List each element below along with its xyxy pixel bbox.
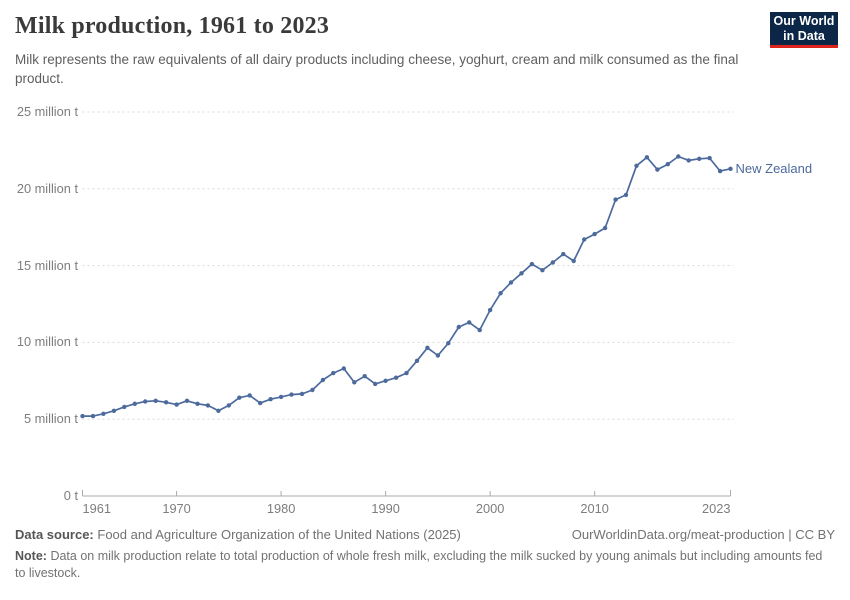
data-point-1999[interactable] — [477, 327, 482, 333]
data-point-2003[interactable] — [519, 271, 524, 276]
owid-logo-line2: in Data — [783, 29, 825, 43]
data-point-2007[interactable] — [561, 251, 566, 257]
data-point-2014[interactable] — [634, 163, 639, 168]
footnote: Note: Data on milk production relate to … — [15, 548, 835, 582]
x-axis — [82, 490, 732, 497]
data-point-2012[interactable] — [613, 197, 618, 202]
data-point-2016[interactable] — [655, 167, 660, 172]
x-axis-label-1990: 1990 — [371, 501, 400, 516]
data-point-1966[interactable] — [132, 401, 137, 406]
data-point-2000[interactable] — [487, 307, 493, 313]
data-point-2015[interactable] — [644, 155, 650, 160]
data-source-line: Data source: Food and Agriculture Organi… — [15, 527, 461, 544]
data-point-1981[interactable] — [289, 392, 294, 397]
data-point-1985[interactable] — [331, 370, 336, 376]
note-text: Data on milk production relate to total … — [15, 548, 823, 580]
data-point-2006[interactable] — [550, 260, 555, 265]
chart-subtitle: Milk represents the raw equivalents of a… — [15, 52, 739, 86]
data-point-1977[interactable] — [247, 393, 252, 398]
data-point-1998[interactable] — [467, 320, 472, 325]
data-point-1976[interactable] — [237, 395, 242, 400]
data-point-1997[interactable] — [456, 324, 461, 330]
data-point-1990[interactable] — [383, 378, 388, 383]
data-point-1979[interactable] — [268, 397, 273, 402]
y-axis-label-10: 10 million t — [16, 334, 78, 350]
data-point-2005[interactable] — [540, 268, 545, 273]
chart-title: Milk production, 1961 to 2023 — [15, 13, 330, 39]
data-point-1975[interactable] — [226, 403, 231, 408]
data-point-1987[interactable] — [352, 380, 357, 385]
data-point-1983[interactable] — [310, 387, 315, 393]
y-axis-label-5: 5 million t — [23, 411, 78, 427]
data-point-2004[interactable] — [529, 261, 535, 267]
data-point-1986[interactable] — [341, 366, 346, 371]
data-point-2008[interactable] — [571, 258, 576, 264]
data-point-1984[interactable] — [320, 377, 326, 383]
data-point-2009[interactable] — [582, 237, 587, 242]
data-point-1972[interactable] — [195, 401, 200, 406]
data-point-1995[interactable] — [435, 353, 441, 358]
x-axis-label-2010: 2010 — [580, 501, 609, 516]
data-point-1967[interactable] — [143, 399, 148, 404]
data-point-1971[interactable] — [184, 398, 190, 403]
y-axis-label-15: 15 million t — [16, 257, 78, 273]
x-axis-label-2000: 2000 — [475, 501, 505, 516]
data-point-1982[interactable] — [299, 391, 305, 397]
data-point-2019[interactable] — [686, 158, 691, 163]
data-point-2021[interactable] — [707, 155, 712, 161]
data-point-1978[interactable] — [258, 400, 263, 406]
series-line-new-zealand[interactable] — [81, 155, 732, 417]
data-point-1974[interactable] — [216, 408, 221, 413]
note-label: Note: — [15, 548, 47, 563]
data-point-2020[interactable] — [697, 156, 702, 161]
data-point-2013[interactable] — [623, 192, 629, 198]
data-point-1970[interactable] — [174, 402, 179, 407]
data-point-1993[interactable] — [414, 358, 420, 363]
data-point-1962[interactable] — [90, 413, 96, 419]
data-point-1994[interactable] — [425, 345, 430, 350]
data-point-2002[interactable] — [508, 280, 514, 285]
data-point-2018[interactable] — [676, 154, 681, 159]
x-axis-label-1961: 1961 — [82, 501, 111, 516]
y-axis-label-25: 25 million t — [16, 104, 78, 119]
data-point-2001[interactable] — [498, 291, 503, 296]
entity-label-new-zealand[interactable]: New Zealand — [735, 160, 813, 176]
chart-footer: Data source: Food and Agriculture Organi… — [15, 527, 835, 582]
data-point-1992[interactable] — [404, 370, 409, 376]
owid-citation-link[interactable]: OurWorldinData.org/meat-production | CC … — [571, 527, 835, 542]
data-point-2010[interactable] — [592, 231, 597, 237]
owid-logo-line1: Our World — [773, 14, 835, 28]
data-point-2017[interactable] — [665, 162, 670, 167]
data-point-1980[interactable] — [278, 394, 284, 400]
data-point-1968[interactable] — [153, 398, 158, 403]
data-point-1996[interactable] — [446, 341, 451, 346]
data-source-label: Data source: — [15, 527, 94, 542]
x-axis-label-2023: 2023 — [702, 501, 731, 516]
data-point-1973[interactable] — [205, 403, 211, 408]
data-point-1961[interactable] — [80, 413, 85, 419]
data-point-1991[interactable] — [393, 375, 399, 380]
data-source-text: Food and Agriculture Organization of the… — [97, 527, 461, 542]
data-point-2023[interactable] — [728, 166, 733, 171]
data-point-1969[interactable] — [163, 400, 169, 405]
gridlines — [82, 111, 734, 420]
data-point-2022[interactable] — [717, 168, 723, 174]
y-axis-label-20: 20 million t — [16, 180, 78, 196]
data-point-1965[interactable] — [122, 404, 127, 410]
x-axis-label-1970: 1970 — [162, 501, 191, 516]
data-point-2011[interactable] — [602, 225, 608, 231]
data-point-1988[interactable] — [362, 374, 367, 379]
data-series[interactable] — [80, 154, 733, 419]
data-point-1963[interactable] — [101, 411, 106, 416]
data-point-1989[interactable] — [373, 381, 378, 387]
y-axis-label-0: 0 t — [63, 488, 78, 503]
owid-logo[interactable]: Our World in Data — [770, 12, 838, 48]
x-axis-label-1980: 1980 — [266, 501, 296, 516]
data-point-1964[interactable] — [111, 408, 117, 413]
